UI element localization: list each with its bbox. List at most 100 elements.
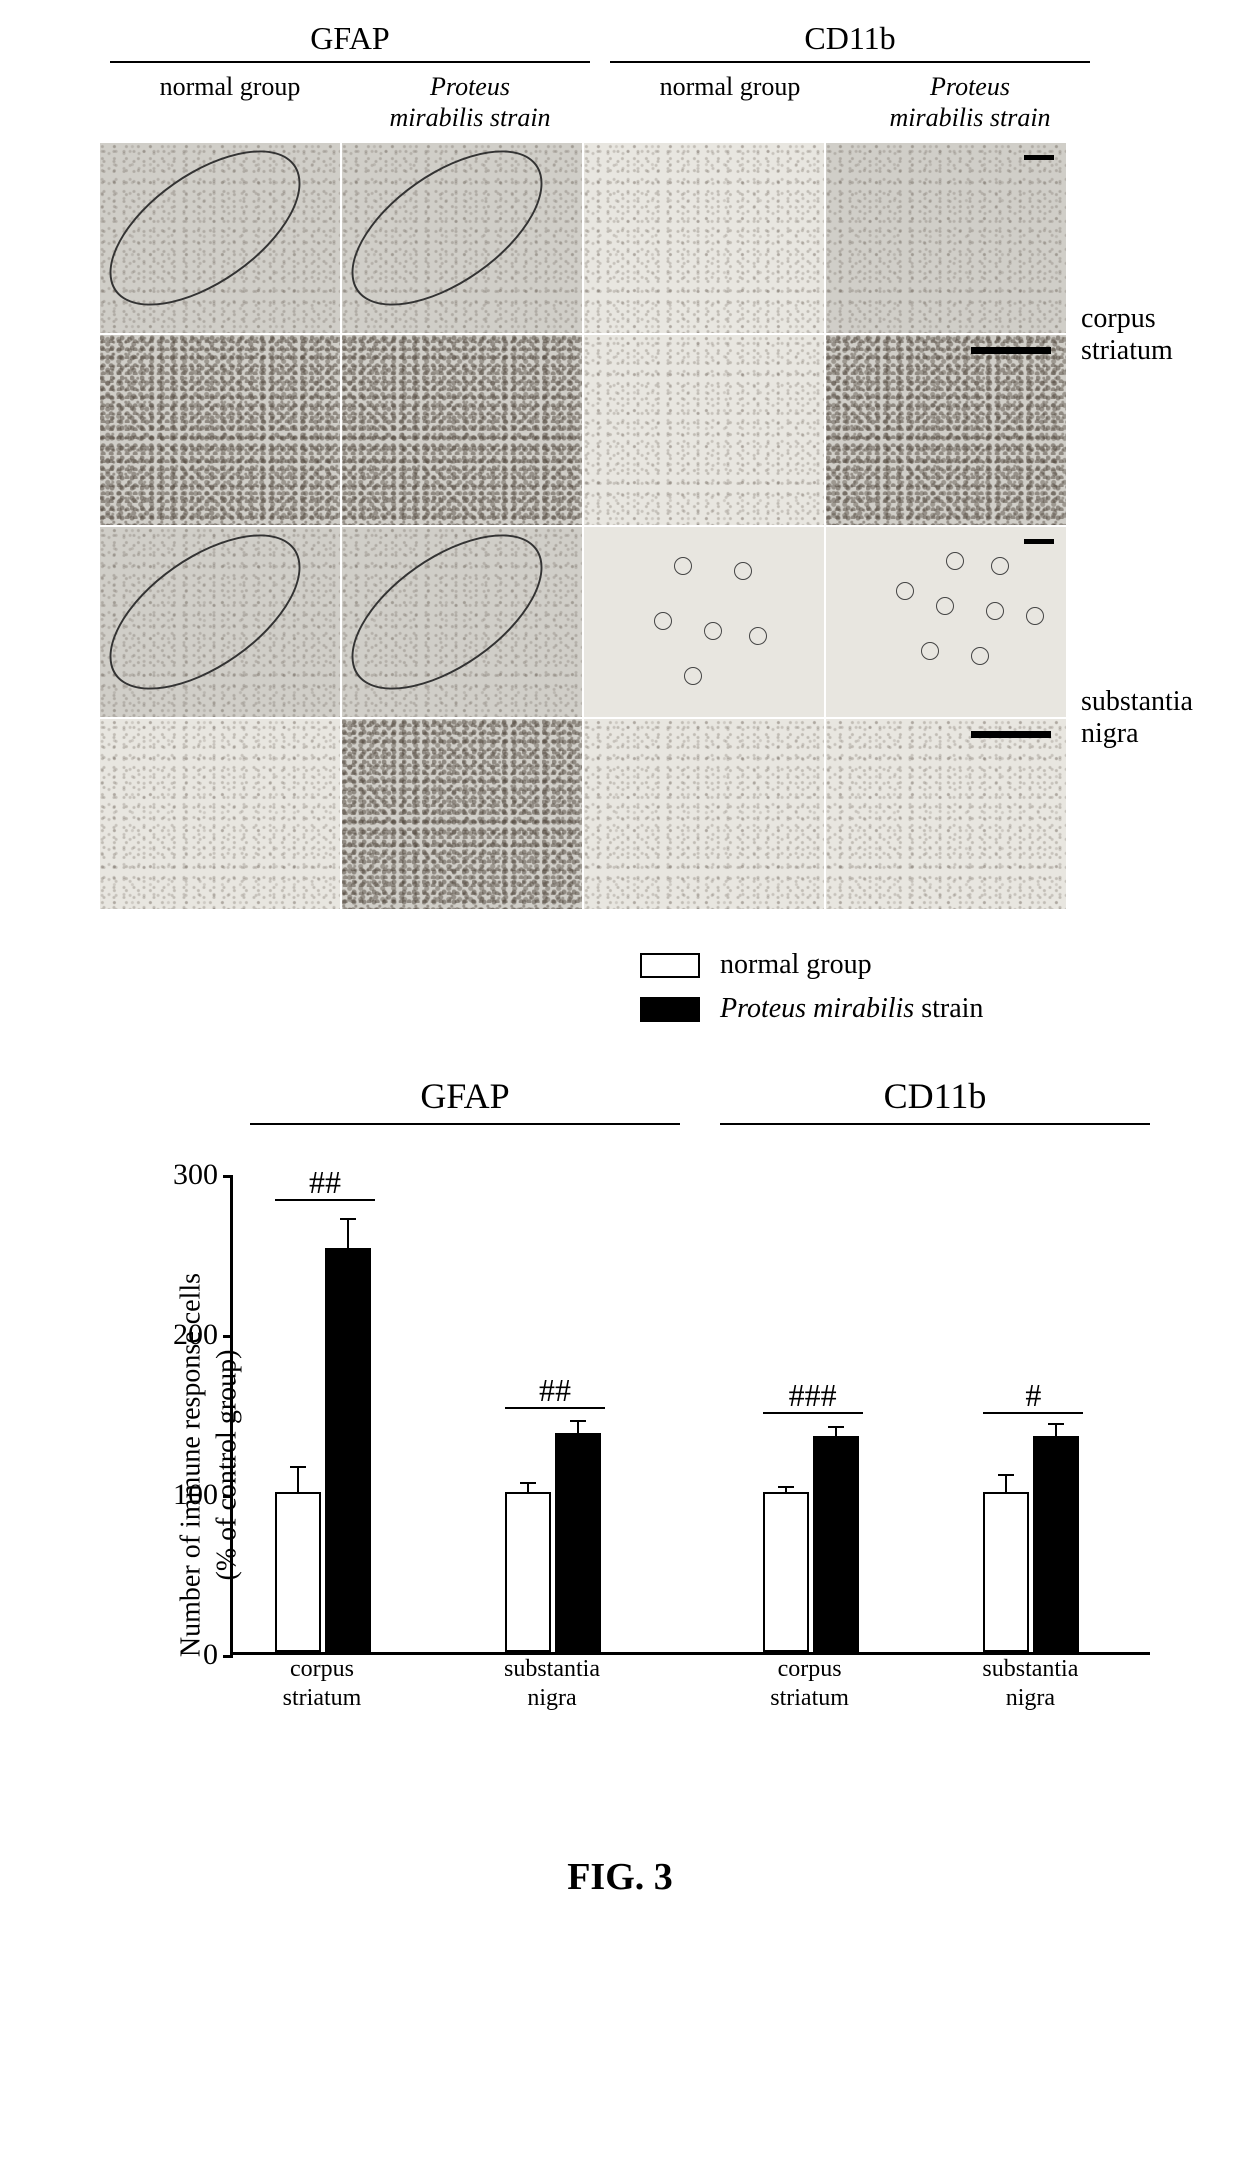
micrograph-panel: GFAP CD11b normal group Proteus mirabili… [70,20,1170,909]
row-label-substantia-nigra: substantia nigra [1081,528,1193,908]
micrograph-condition-headers: normal group Proteus mirabilis strain no… [100,71,1170,133]
error-cap [998,1474,1014,1476]
bar [555,1433,601,1652]
micrograph-cell [100,335,340,525]
bar [275,1492,321,1652]
micrograph-cell [342,527,582,717]
legend-swatch-white [640,953,700,978]
chart-wrapper: Number of immune response cells (% of co… [70,1155,1170,1775]
legend: normal group Proteus mirabilis strain [640,949,1220,1025]
marker-header-cd11b: CD11b [610,20,1090,63]
significance-marker: # [1025,1377,1041,1414]
x-category-label: substantianigra [504,1655,600,1713]
error-bar [577,1422,579,1433]
micrograph-cell [826,719,1066,909]
micrograph-cell [826,143,1066,333]
significance-line [505,1407,605,1409]
condition-normal: normal group [610,71,850,133]
micrograph-grid-wrapper: corpus striatum substantia nigra [70,143,1170,909]
cell-markers [826,527,1066,717]
condition-proteus: Proteus mirabilis strain [850,71,1090,133]
y-tick-label: 100 [158,1478,218,1512]
error-bar [1005,1476,1007,1492]
x-category-label: substantianigra [982,1655,1078,1713]
bar-chart-section: GFAP CD11b Number of immune response cel… [70,1075,1170,1775]
y-tick-label: 0 [158,1638,218,1672]
micrograph-grid [100,143,1066,909]
cell-markers [584,527,824,717]
chart-marker-headers: GFAP CD11b [230,1075,1170,1125]
error-cap [570,1420,586,1422]
scale-bar [1024,155,1054,160]
bar [763,1492,809,1652]
significance-marker: ## [309,1164,341,1201]
y-tick [223,1335,233,1338]
micrograph-cell [100,719,340,909]
micrograph-cell [342,335,582,525]
significance-line [763,1412,863,1414]
x-category-label: corpusstriatum [283,1655,362,1713]
legend-swatch-black [640,997,700,1022]
bar [505,1492,551,1652]
micrograph-cell [826,335,1066,525]
bar [325,1248,371,1653]
micrograph-cell [826,527,1066,717]
error-bar [527,1484,529,1492]
micrograph-cell [584,719,824,909]
error-cap [778,1486,794,1488]
bar-group [983,1436,1079,1652]
micrograph-cell [342,143,582,333]
micrograph-cell [342,719,582,909]
error-cap [828,1426,844,1428]
error-bar [1055,1425,1057,1436]
y-tick-label: 300 [158,1158,218,1192]
legend-label-normal: normal group [720,949,872,981]
bar [1033,1436,1079,1652]
bar-group [275,1248,371,1653]
figure-caption: FIG. 3 [20,1855,1220,1899]
bar-group [505,1433,601,1652]
micrograph-cell [100,527,340,717]
row-labels: corpus striatum substantia nigra [1066,143,1193,909]
error-cap [340,1218,356,1220]
condition-proteus: Proteus mirabilis strain [350,71,590,133]
marker-header-gfap: GFAP [110,20,590,63]
condition-normal: normal group [110,71,350,133]
condition-group-cd11b: normal group Proteus mirabilis strain [610,71,1090,133]
micrograph-cell [584,143,824,333]
legend-item-proteus: Proteus mirabilis strain [640,993,1220,1025]
y-tick [223,1495,233,1498]
significance-marker: ## [539,1372,571,1409]
significance-line [275,1199,375,1201]
chart-header-cd11b: CD11b [720,1075,1150,1125]
error-cap [290,1466,306,1468]
micrograph-cell [100,143,340,333]
significance-line [983,1412,1083,1414]
error-bar [785,1488,787,1493]
micrograph-marker-headers: GFAP CD11b [100,20,1170,63]
legend-item-normal: normal group [640,949,1220,981]
row-label-corpus-striatum: corpus striatum [1081,145,1193,525]
error-cap [520,1482,536,1484]
error-bar [297,1468,299,1492]
scale-bar [971,347,1051,354]
y-tick [223,1175,233,1178]
bar [983,1492,1029,1652]
chart-header-gfap: GFAP [250,1075,680,1125]
plot-area: 0100200300######## [230,1175,1150,1655]
significance-marker: ### [789,1377,837,1414]
bar [813,1436,859,1652]
legend-label-proteus: Proteus mirabilis strain [720,993,983,1025]
micrograph-cell [584,335,824,525]
scale-bar [971,731,1051,738]
x-category-label: corpusstriatum [770,1655,849,1713]
bar-group [763,1436,859,1652]
y-tick-label: 200 [158,1318,218,1352]
micrograph-cell [584,527,824,717]
scale-bar [1024,539,1054,544]
error-bar [835,1428,837,1436]
y-tick [223,1655,233,1658]
condition-group-gfap: normal group Proteus mirabilis strain [110,71,590,133]
error-bar [347,1220,349,1247]
error-cap [1048,1423,1064,1425]
